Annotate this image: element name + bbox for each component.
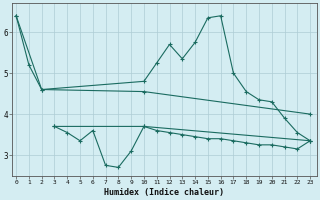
X-axis label: Humidex (Indice chaleur): Humidex (Indice chaleur) [104,188,224,197]
